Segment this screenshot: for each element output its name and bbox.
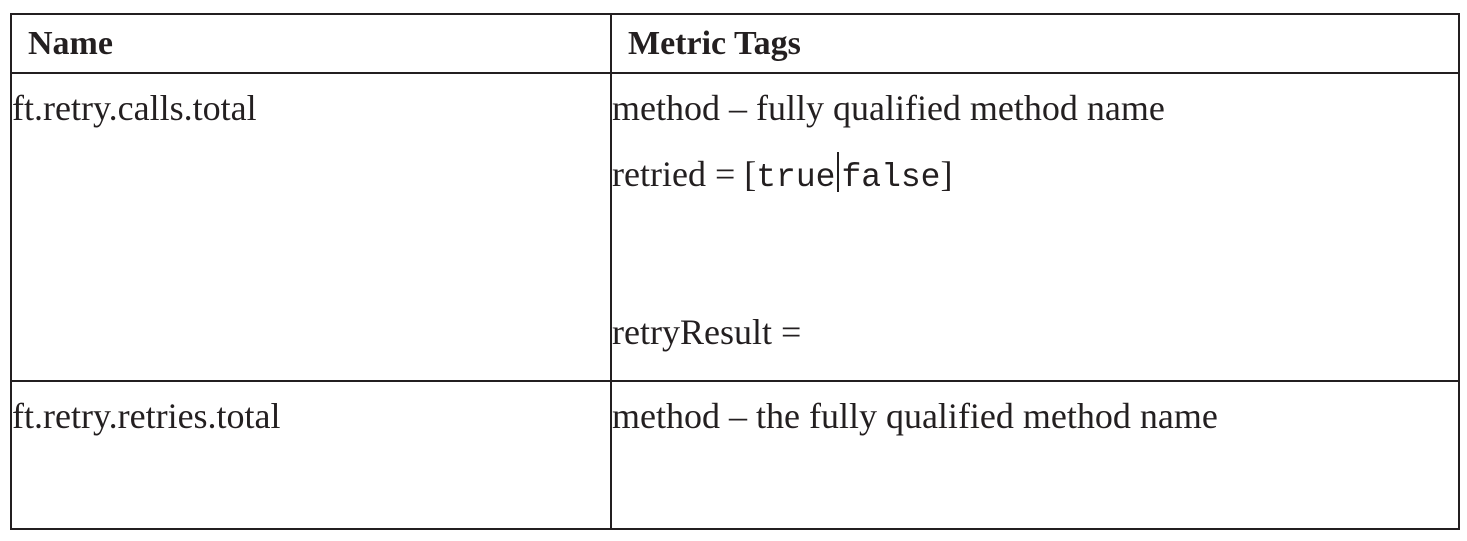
tag-retried-false: false (841, 159, 941, 196)
metric-name-cell: ft.retry.retries.total (10, 380, 612, 530)
tag-retried-true: true (756, 159, 836, 196)
tag-retry-result: retryResult = (612, 312, 802, 352)
table-row: ft.retry.calls.total method – fully qual… (10, 72, 1460, 382)
metric-name: ft.retry.retries.total (12, 396, 281, 436)
table-row: ft.retry.retries.total method – the full… (10, 380, 1460, 530)
header-metric-tags: Metric Tags (610, 13, 1460, 74)
metrics-table: Name Metric Tags ft.retry.calls.total me… (10, 13, 1460, 530)
metric-tags-cell: method – fully qualified method name ret… (610, 72, 1460, 382)
metric-tags-cell: method – the fully qualified method name (610, 380, 1460, 530)
header-row: Name Metric Tags (10, 13, 1460, 74)
tag-method: method – fully qualified method name (612, 88, 1165, 128)
tag-retried-separator (837, 152, 840, 192)
metric-name: ft.retry.calls.total (12, 88, 257, 128)
tag-retried-prefix: retried = (612, 154, 745, 194)
tag-retried: retried = [true false] (612, 152, 1458, 200)
metric-name-cell: ft.retry.calls.total (10, 72, 612, 382)
tag-method: method – the fully qualified method name (612, 396, 1218, 436)
tag-retried-close-bracket: ] (940, 154, 953, 194)
tag-retried-open-bracket: [ (744, 154, 757, 194)
header-name: Name (10, 13, 612, 74)
table-header: Name Metric Tags (10, 13, 1460, 74)
table-body: ft.retry.calls.total method – fully qual… (10, 72, 1460, 530)
